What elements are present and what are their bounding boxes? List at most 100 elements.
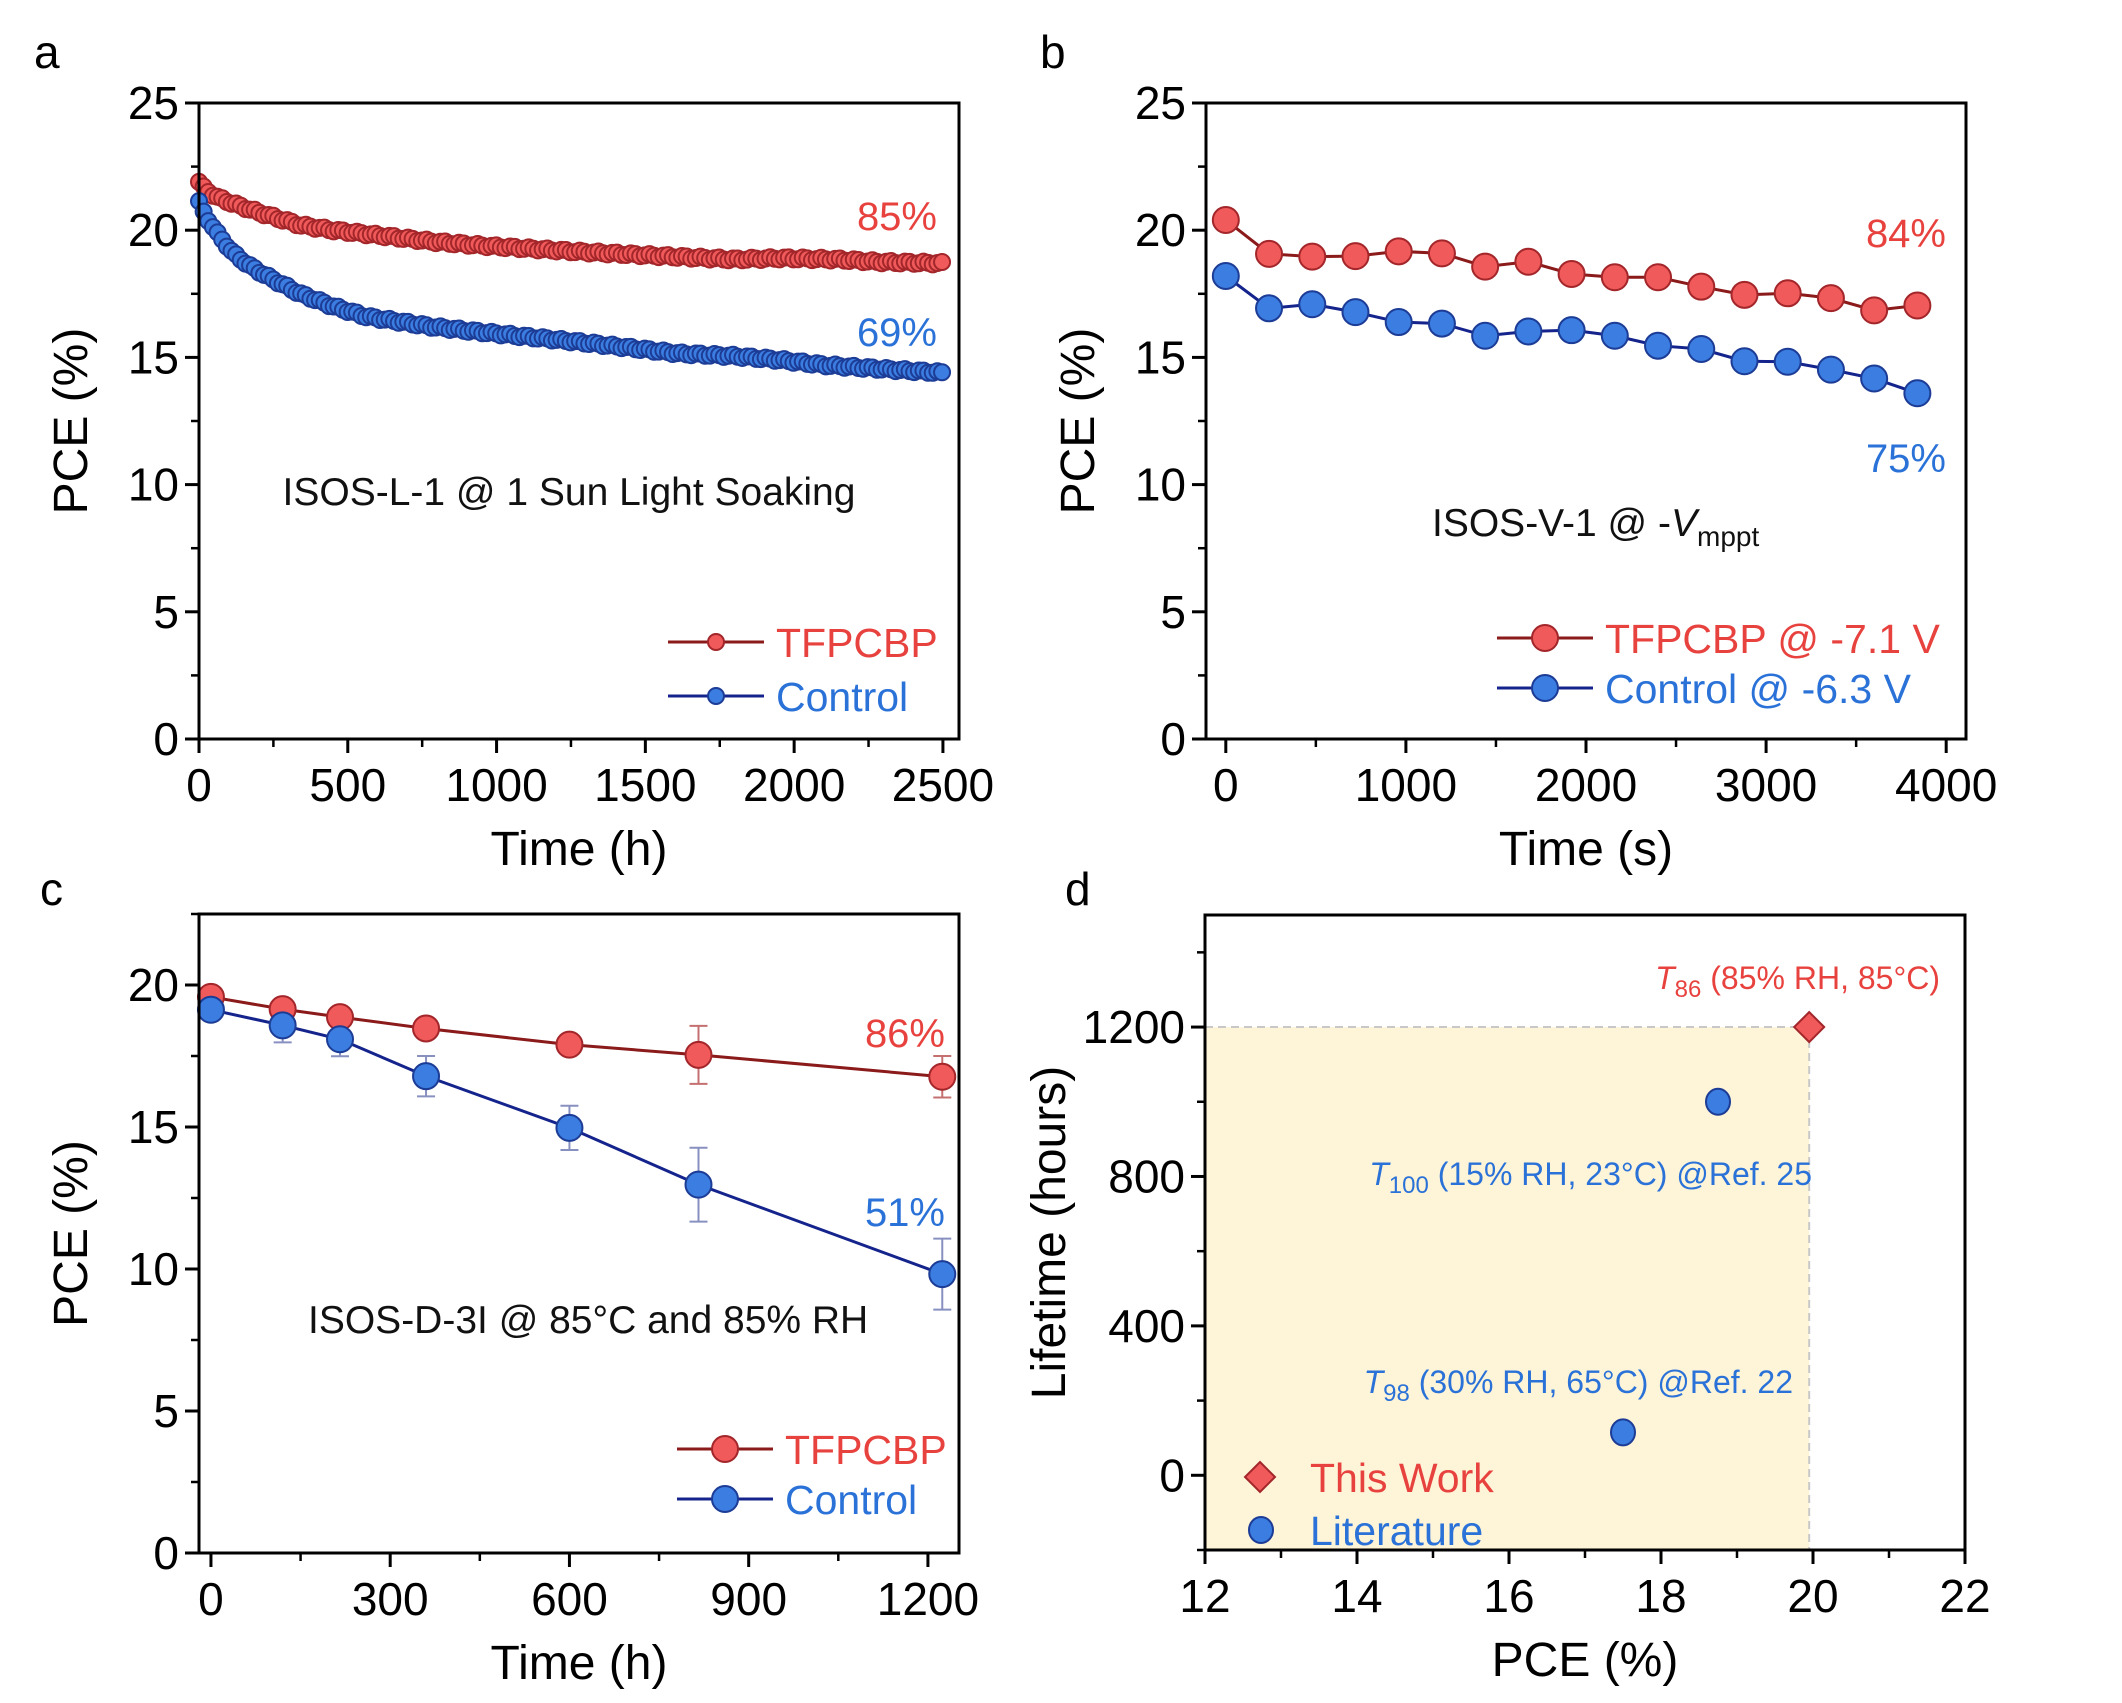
y-tick-label: 20	[128, 204, 179, 256]
x-tick-label: 1500	[594, 759, 696, 811]
data-point	[555, 1030, 584, 1059]
point-annotation: T98 (30% RH, 65°C) @Ref. 22	[1364, 1364, 1793, 1407]
data-point	[1427, 309, 1456, 338]
data-point-circle	[1610, 1418, 1636, 1447]
x-tick-label: 18	[1635, 1570, 1686, 1622]
x-tick-label: 16	[1483, 1570, 1534, 1622]
end-percent-label: 84%	[1866, 212, 1946, 256]
data-point	[326, 1025, 355, 1054]
data-point	[1687, 272, 1716, 301]
x-tick-label: 500	[309, 759, 386, 811]
y-tick-label: 0	[1159, 1449, 1185, 1501]
data-point	[1773, 347, 1802, 376]
panel-c-chart: 86% 51% ISOS-D-3I @ 85°C and 85% RH TFPCBPC…	[45, 912, 979, 1690]
legend-label: TFPCBP	[785, 1427, 947, 1473]
x-tick-label: 1000	[1355, 759, 1457, 811]
point-annotation: T100 (15% RH, 23°C) @Ref. 25	[1369, 1156, 1812, 1199]
end-percent-label: 85%	[857, 195, 937, 239]
legend-marker-1	[1531, 674, 1559, 702]
y-axis-title: PCE (%)	[1052, 328, 1105, 515]
y-axis-title: Lifetime (hours)	[1023, 1066, 1076, 1399]
y-tick-label: 10	[1135, 459, 1186, 511]
y-tick-label: 400	[1108, 1300, 1185, 1352]
data-point	[1211, 206, 1240, 235]
data-point	[1255, 239, 1284, 268]
data-point	[1600, 263, 1629, 292]
end-percent-label: 51%	[865, 1191, 945, 1235]
data-point	[268, 1011, 297, 1040]
legend-marker-circle	[1248, 1516, 1274, 1544]
panel-a-chart: 85% 69% ISOS-L-1 @ 1 Sun Light Soaking TFPC…	[45, 77, 994, 876]
series-markers-tfpcbp	[196, 982, 957, 1091]
data-point	[1860, 364, 1889, 393]
point-annotation: T86 (85% RH, 85°C)	[1655, 960, 1940, 1003]
annotation-subscript: 86	[1675, 976, 1702, 1003]
data-point	[684, 1040, 713, 1069]
data-point	[933, 363, 952, 382]
data-point	[1514, 247, 1543, 276]
panel-letter-d: d	[1065, 863, 1091, 915]
x-tick-label: 600	[531, 1573, 608, 1625]
series-markers-control	[196, 995, 957, 1289]
data-point	[1903, 291, 1932, 320]
x-axis-title: Time (h)	[491, 1637, 668, 1690]
data-point	[1773, 279, 1802, 308]
data-point	[1557, 259, 1586, 288]
legend-label: This Work	[1310, 1455, 1494, 1501]
legend-label: Control @ -6.3 V	[1605, 666, 1912, 712]
end-percent-label: 86%	[865, 1012, 945, 1056]
x-tick-label: 12	[1179, 1570, 1230, 1622]
data-point	[1816, 284, 1845, 313]
condition-annotation: ISOS-V-1 @ -Vmppt	[1432, 502, 1759, 552]
data-point	[1298, 290, 1327, 319]
y-tick-label: 25	[128, 77, 179, 129]
data-point-circle	[1705, 1087, 1731, 1116]
x-tick-label: 0	[1213, 759, 1239, 811]
legend-label: Literature	[1310, 1508, 1483, 1554]
legend-label: TFPCBP @ -7.1 V	[1605, 616, 1940, 662]
end-percent-label: 69%	[857, 311, 937, 355]
data-point	[928, 1062, 957, 1091]
series-control	[1211, 261, 1932, 408]
panel-letter-a: a	[34, 26, 60, 78]
x-axis-title: Time (s)	[1499, 823, 1673, 876]
data-point	[1341, 298, 1370, 327]
y-tick-label: 1200	[1083, 1001, 1185, 1053]
x-tick-label: 0	[198, 1573, 224, 1625]
x-tick-label: 2000	[1535, 759, 1637, 811]
data-point	[1514, 317, 1543, 346]
legend-marker-0	[711, 1435, 739, 1463]
data-point	[1384, 237, 1413, 266]
x-tick-label: 14	[1331, 1570, 1382, 1622]
x-axis-title: Time (h)	[491, 823, 668, 876]
annotation-subscript: mppt	[1697, 521, 1759, 552]
data-point	[1816, 355, 1845, 384]
annotation-rest: (85% RH, 85°C)	[1701, 960, 1940, 996]
data-point	[196, 995, 225, 1024]
x-tick-label: 2000	[743, 759, 845, 811]
data-point	[1557, 316, 1586, 345]
x-tick-label: 300	[352, 1573, 429, 1625]
data-point	[412, 1014, 441, 1043]
y-tick-label: 20	[1135, 204, 1186, 256]
data-point	[1341, 242, 1370, 271]
data-point	[1903, 379, 1932, 408]
data-point	[555, 1113, 584, 1142]
data-point	[1730, 280, 1759, 309]
data-point	[684, 1170, 713, 1199]
data-point	[1644, 331, 1673, 360]
y-tick-label: 25	[1135, 77, 1186, 129]
data-point	[1427, 239, 1456, 268]
annotation-subscript: 98	[1383, 1380, 1410, 1407]
legend-label: Control	[776, 674, 908, 720]
shaded-region	[1205, 1027, 1810, 1550]
y-tick-label: 10	[128, 459, 179, 511]
legend-label: TFPCBP	[776, 620, 938, 666]
data-point	[1860, 296, 1889, 325]
x-tick-label: 900	[710, 1573, 787, 1625]
annotation-rest: (30% RH, 65°C) @Ref. 22	[1410, 1364, 1793, 1400]
data-point	[1211, 261, 1240, 290]
legend-marker-1	[707, 687, 725, 705]
y-tick-label: 0	[1160, 713, 1186, 765]
y-tick-label: 0	[153, 1527, 179, 1579]
